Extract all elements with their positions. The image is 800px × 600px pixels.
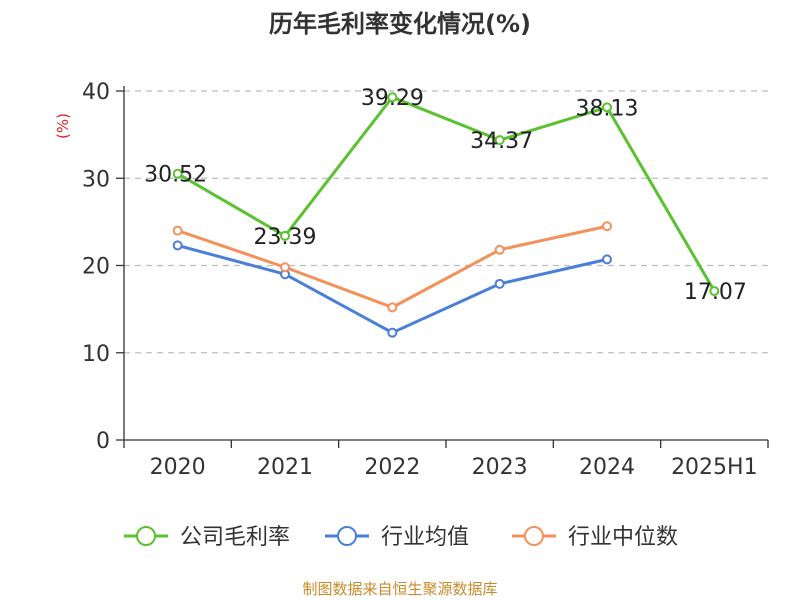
legend-marker bbox=[337, 526, 357, 546]
chart-title: 历年毛利率变化情况(%) bbox=[269, 10, 531, 38]
x-tick-label: 2025H1 bbox=[671, 455, 758, 480]
series-line bbox=[177, 243, 608, 335]
data-label: 30.52 bbox=[144, 163, 207, 188]
legend-item-3[interactable]: 行业中位数 bbox=[512, 525, 678, 550]
legend-item-1[interactable]: 公司毛利率 bbox=[124, 525, 290, 550]
data-point[interactable] bbox=[172, 240, 183, 251]
data-point[interactable] bbox=[602, 221, 612, 232]
series-line bbox=[176, 95, 716, 292]
data-point[interactable] bbox=[602, 102, 612, 113]
data-point[interactable] bbox=[494, 135, 505, 146]
y-axis-label: (%) bbox=[54, 113, 72, 139]
data-point[interactable] bbox=[709, 286, 720, 297]
source-note: 制图数据来自恒生聚源数据库 bbox=[302, 580, 497, 598]
legend-item-2[interactable]: 行业均值 bbox=[325, 525, 469, 550]
data-label: 39.29 bbox=[361, 86, 424, 111]
legend: 公司毛利率 行业均值 行业中位数 bbox=[124, 525, 678, 550]
x-tick-label: 2023 bbox=[472, 455, 528, 480]
x-tick-label: 2021 bbox=[257, 455, 313, 480]
series-1 bbox=[172, 92, 720, 297]
y-tick-label: 0 bbox=[96, 429, 110, 454]
data-point[interactable] bbox=[494, 244, 505, 255]
legend-marker bbox=[136, 526, 156, 546]
legend-label: 行业中位数 bbox=[568, 525, 678, 550]
data-label: 34.37 bbox=[470, 129, 533, 154]
data-point[interactable] bbox=[387, 92, 398, 103]
y-tick-label: 10 bbox=[82, 342, 110, 367]
legend-label: 行业均值 bbox=[381, 525, 469, 550]
data-point[interactable] bbox=[602, 254, 612, 265]
legend-marker bbox=[524, 526, 544, 546]
series-2 bbox=[172, 240, 612, 338]
data-point[interactable] bbox=[280, 230, 290, 241]
data-point[interactable] bbox=[172, 225, 183, 236]
grid-lines bbox=[124, 90, 768, 354]
x-tick-label: 2020 bbox=[150, 455, 206, 480]
y-tick-label: 20 bbox=[82, 255, 110, 280]
data-point[interactable] bbox=[494, 278, 505, 289]
x-tick-label: 2024 bbox=[579, 455, 635, 480]
series-3 bbox=[172, 221, 612, 313]
data-point[interactable] bbox=[172, 168, 183, 179]
x-tick-label: 2022 bbox=[364, 455, 420, 480]
series-layer bbox=[172, 92, 720, 338]
data-point[interactable] bbox=[387, 327, 398, 338]
data-point[interactable] bbox=[387, 302, 398, 313]
series-line bbox=[177, 224, 608, 309]
y-tick-label: 40 bbox=[82, 80, 110, 105]
data-labels: 30.52 23.39 39.29 34.37 38.13 17.07 bbox=[144, 86, 747, 305]
y-tick-label: 30 bbox=[82, 167, 110, 192]
data-label: 38.13 bbox=[576, 96, 639, 121]
data-label: 23.39 bbox=[254, 225, 317, 250]
legend-label: 公司毛利率 bbox=[180, 525, 290, 550]
data-point[interactable] bbox=[280, 262, 290, 273]
data-label: 17.07 bbox=[684, 280, 747, 305]
axes: 0 10 20 30 40 2020 2021 2022 2023 2024 2025H1 bbox=[82, 80, 769, 480]
